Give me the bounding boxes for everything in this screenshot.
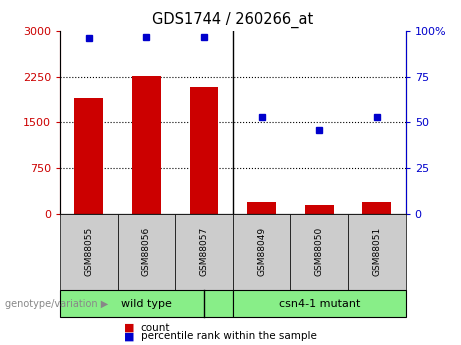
Text: GSM88051: GSM88051 <box>372 227 381 276</box>
Bar <box>305 205 334 214</box>
Text: GSM88056: GSM88056 <box>142 227 151 276</box>
Text: wild type: wild type <box>121 299 172 308</box>
Text: GSM88049: GSM88049 <box>257 227 266 276</box>
Text: ■: ■ <box>124 332 135 341</box>
Bar <box>74 98 103 214</box>
Bar <box>132 76 161 214</box>
Text: ■: ■ <box>124 323 135 333</box>
Title: GDS1744 / 260266_at: GDS1744 / 260266_at <box>152 12 313 28</box>
Text: GSM88057: GSM88057 <box>200 227 208 276</box>
Text: GSM88055: GSM88055 <box>84 227 93 276</box>
Text: percentile rank within the sample: percentile rank within the sample <box>141 332 317 341</box>
Bar <box>189 87 219 214</box>
Bar <box>247 202 276 214</box>
Text: csn4-1 mutant: csn4-1 mutant <box>278 299 360 308</box>
Bar <box>362 202 391 214</box>
Text: GSM88050: GSM88050 <box>315 227 324 276</box>
Text: count: count <box>141 323 170 333</box>
Text: genotype/variation ▶: genotype/variation ▶ <box>5 299 108 308</box>
